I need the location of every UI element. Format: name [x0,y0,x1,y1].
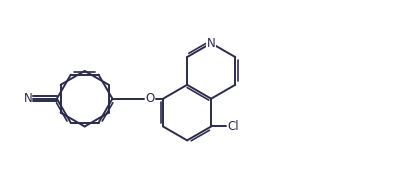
Text: N: N [207,37,216,50]
Text: N: N [23,92,32,105]
Text: Cl: Cl [228,120,239,133]
Text: O: O [145,92,154,105]
